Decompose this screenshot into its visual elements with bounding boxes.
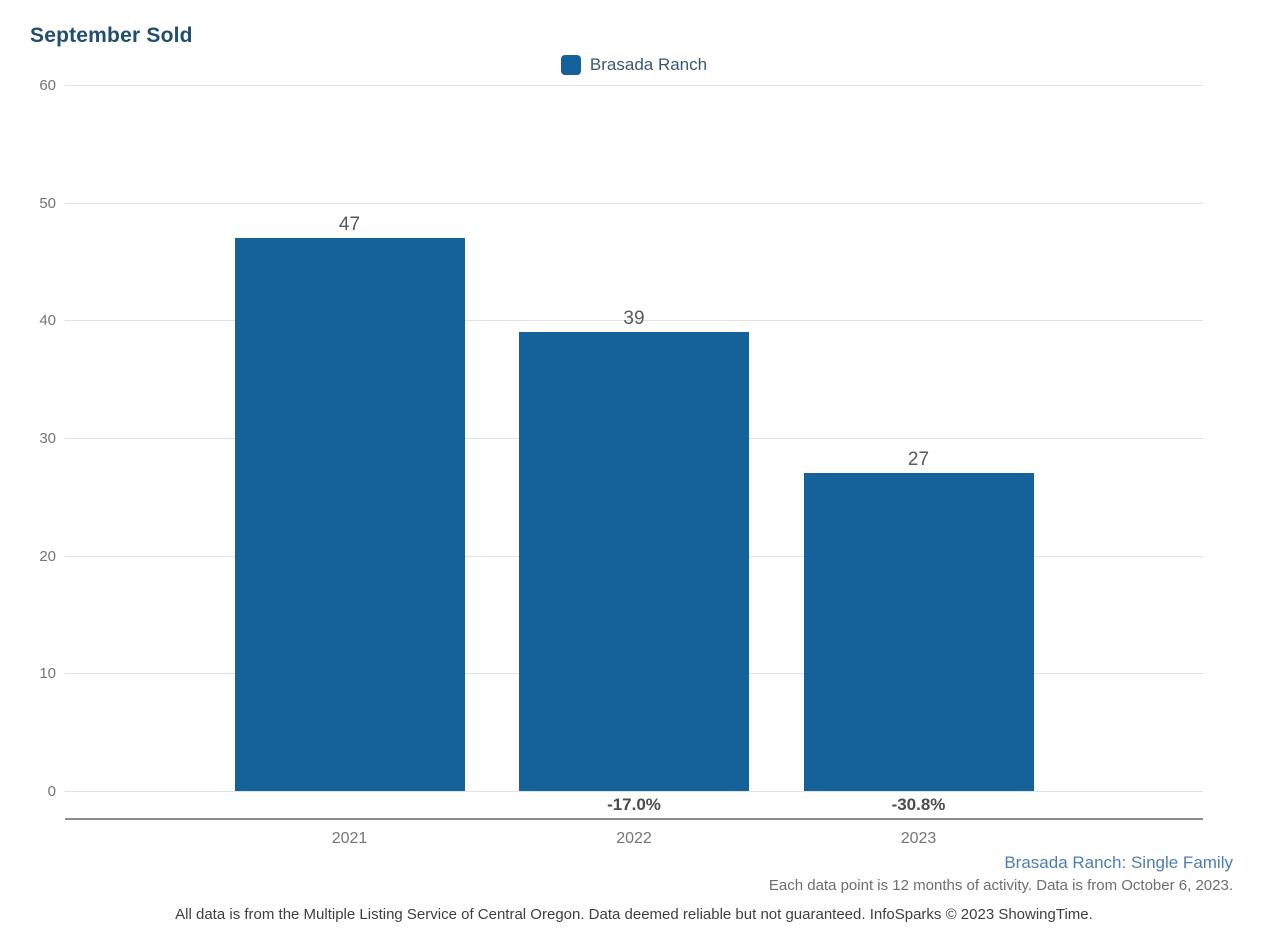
y-tick-label-60: 60 bbox=[39, 77, 56, 94]
y-tick-label-0: 0 bbox=[47, 783, 56, 800]
gridline-y-50 bbox=[65, 202, 1203, 204]
gridline-y-0 bbox=[65, 791, 1203, 792]
disclaimer: All data is from the Multiple Listing Se… bbox=[175, 906, 1093, 923]
x-tick-label-2021: 2021 bbox=[331, 830, 368, 847]
x-tick-label-2023: 2023 bbox=[900, 830, 937, 847]
bar-value-label-2021: 47 bbox=[338, 213, 361, 235]
chart-title: September Sold bbox=[30, 24, 193, 47]
legend-label: Brasada Ranch bbox=[589, 55, 708, 74]
y-tick-label-10: 10 bbox=[39, 665, 56, 683]
y-tick-label-40: 40 bbox=[39, 312, 56, 330]
x-axis-line bbox=[65, 818, 1203, 820]
bar-2021[interactable] bbox=[234, 237, 465, 791]
series-note: Brasada Ranch: Single Family bbox=[1004, 853, 1233, 872]
bar-value-label-2022: 39 bbox=[623, 308, 645, 330]
x-tick-label-2022: 2022 bbox=[616, 830, 652, 847]
data-note: Each data point is 12 months of activity… bbox=[768, 877, 1233, 894]
y-tick-label-20: 20 bbox=[39, 547, 56, 565]
pct-change-label-2023: -30.8% bbox=[891, 795, 946, 814]
plot-area: 47 39 27 bbox=[65, 85, 1203, 792]
gridline-y-60 bbox=[65, 85, 1203, 86]
bar-2022[interactable] bbox=[519, 332, 749, 791]
bar-2023[interactable] bbox=[803, 473, 1034, 791]
gridline-y-40 bbox=[65, 320, 1203, 322]
y-tick-label-30: 30 bbox=[39, 430, 56, 447]
y-tick-label-50: 50 bbox=[39, 194, 56, 212]
pct-change-label-2022: -17.0% bbox=[607, 795, 661, 814]
bar-value-label-2023: 27 bbox=[907, 449, 930, 471]
legend-item-brasada-ranch[interactable]: Brasada Ranch bbox=[65, 55, 1203, 75]
legend-swatch-icon bbox=[560, 55, 581, 75]
